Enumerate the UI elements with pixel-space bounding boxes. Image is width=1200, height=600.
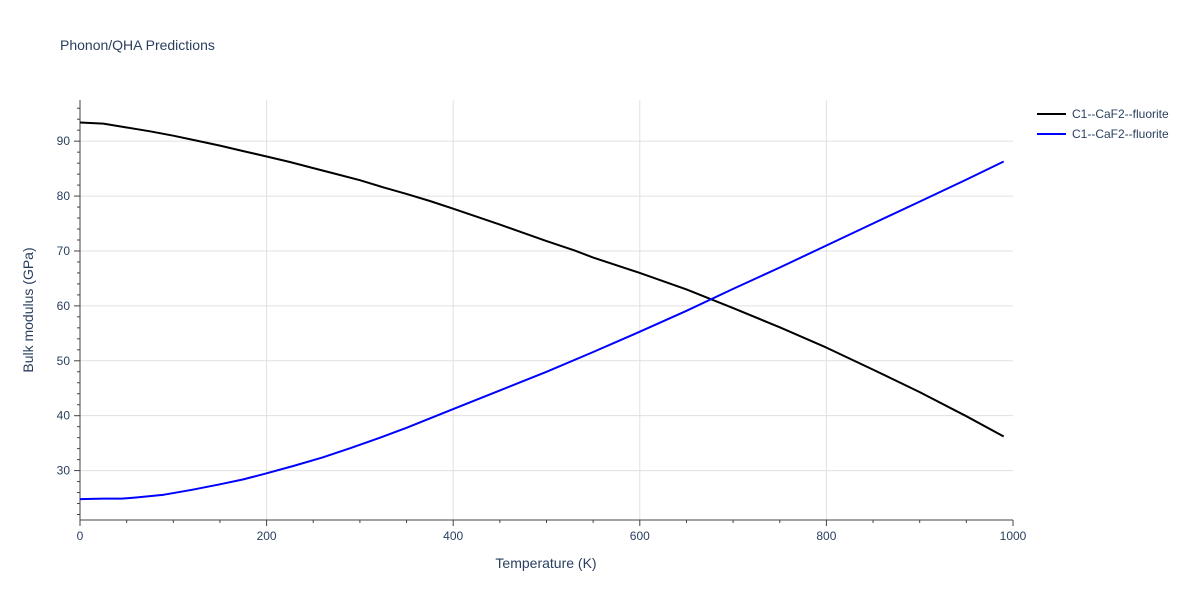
y-tick-label: 70: [57, 244, 71, 258]
axes: [74, 100, 1014, 526]
series-lines: [79, 121, 1005, 501]
x-tick-label: 0: [77, 529, 84, 543]
y-tick-label: 30: [57, 464, 71, 478]
y-tick-label: 60: [57, 299, 71, 313]
legend-label: C1--CaF2--fluorite: [1072, 127, 1169, 141]
x-tick-label: 800: [816, 529, 836, 543]
chart-title: Phonon/QHA Predictions: [60, 37, 215, 53]
y-tick-label: 40: [57, 409, 71, 423]
y-tick-label: 80: [57, 189, 71, 203]
x-tick-label: 400: [443, 529, 463, 543]
legend[interactable]: C1--CaF2--fluorite C1--CaF2--fluorite: [1037, 107, 1169, 141]
x-tick-labels: 0 200 400 600 800 1000: [77, 529, 1027, 543]
y-tick-label: 90: [57, 134, 71, 148]
series-line-1: [79, 121, 1005, 438]
x-tick-label: 1000: [1000, 529, 1027, 543]
gridlines: [80, 100, 1013, 520]
x-tick-label: 200: [257, 529, 277, 543]
y-tick-label: 50: [57, 354, 71, 368]
y-tick-labels: 30 40 50 60 70 80 90: [57, 134, 71, 477]
x-tick-label: 600: [630, 529, 650, 543]
legend-item-1[interactable]: C1--CaF2--fluorite: [1037, 107, 1169, 121]
y-axis-title: Bulk modulus (GPa): [20, 247, 36, 372]
x-axis-title: Temperature (K): [495, 555, 596, 571]
series-line-2: [79, 160, 1005, 501]
legend-label: C1--CaF2--fluorite: [1072, 107, 1169, 121]
legend-item-2[interactable]: C1--CaF2--fluorite: [1037, 127, 1169, 141]
